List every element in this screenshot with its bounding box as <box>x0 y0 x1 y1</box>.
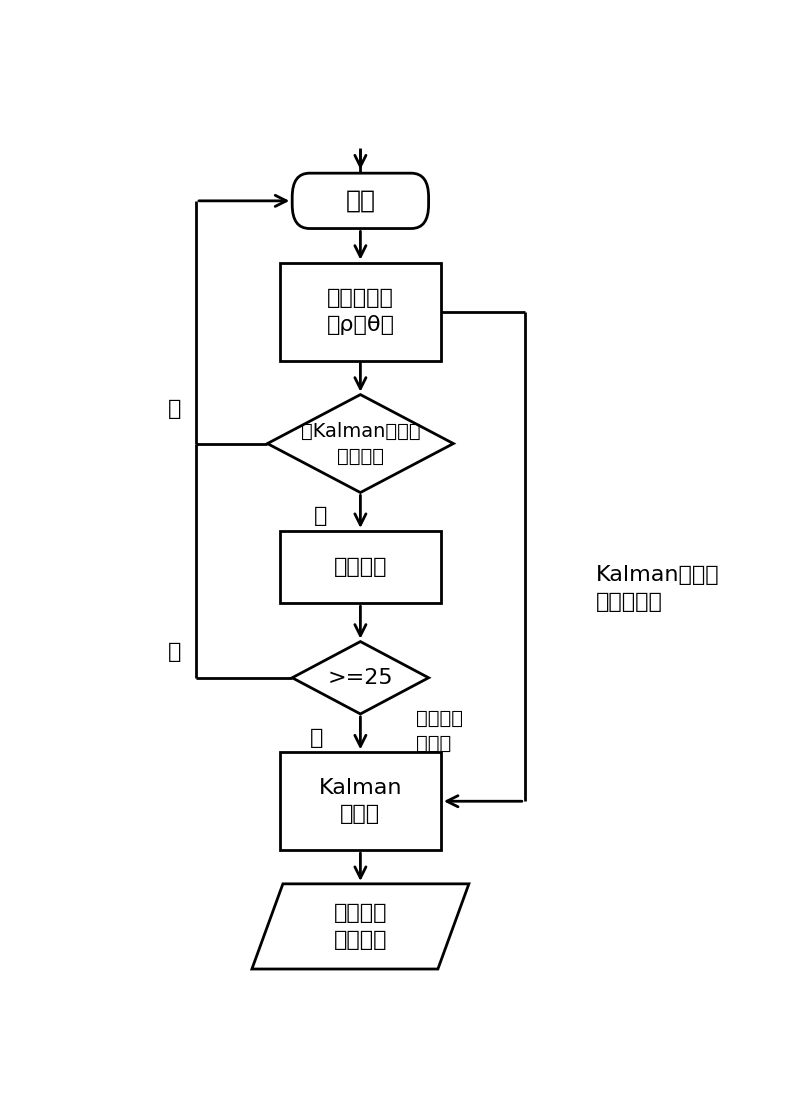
Text: 是: 是 <box>310 728 324 748</box>
Text: 记数值加: 记数值加 <box>334 557 387 577</box>
Text: 输出最优
势估计值: 输出最优 势估计值 <box>334 904 387 950</box>
FancyBboxPatch shape <box>292 174 429 229</box>
Text: Kalman
滤波器: Kalman 滤波器 <box>318 778 402 824</box>
Text: 否: 否 <box>168 399 181 419</box>
Polygon shape <box>252 884 469 969</box>
Polygon shape <box>292 641 429 714</box>
Text: 否: 否 <box>168 643 181 662</box>
Bar <box>280 752 441 851</box>
Text: Kalman滤波器
观测値输入: Kalman滤波器 观测値输入 <box>596 565 720 612</box>
Text: 是: 是 <box>314 507 326 526</box>
Text: 与Kalman滤波器
输出匹配: 与Kalman滤波器 输出匹配 <box>301 421 420 466</box>
Bar <box>280 262 441 361</box>
Text: 当前车道线
（ρ，θ）: 当前车道线 （ρ，θ） <box>326 289 394 335</box>
Text: 开始: 开始 <box>346 189 375 212</box>
Polygon shape <box>267 395 454 492</box>
Text: 控制滤波
器有效: 控制滤波 器有效 <box>416 709 463 753</box>
Bar <box>280 531 441 603</box>
Text: >=25: >=25 <box>327 668 394 688</box>
